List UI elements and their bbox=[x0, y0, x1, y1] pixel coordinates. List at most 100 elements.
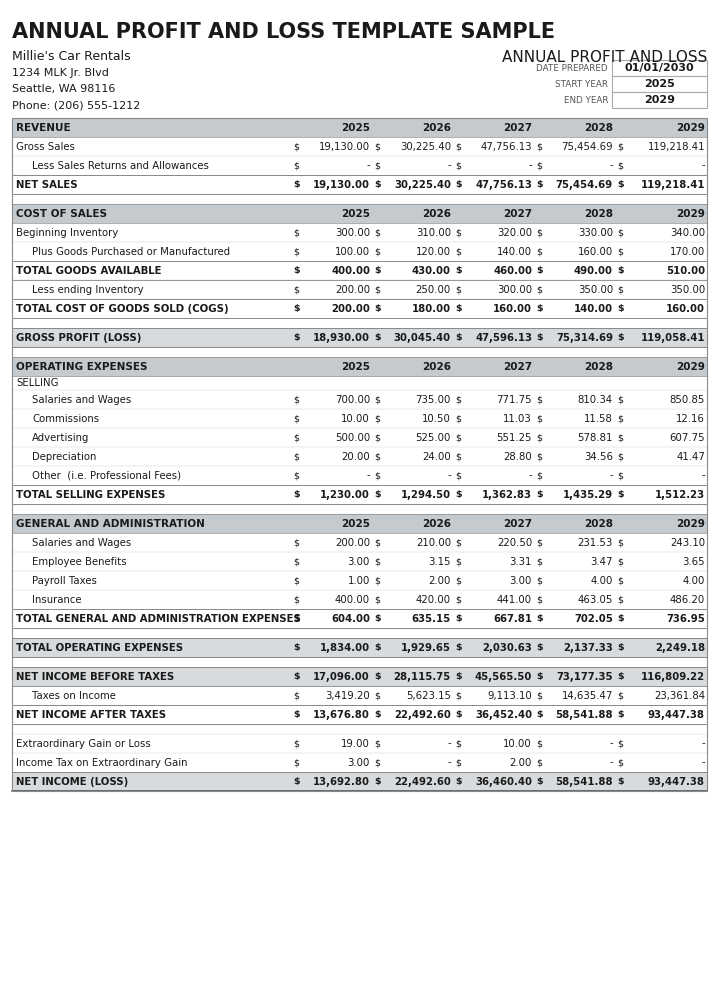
Text: 160.00: 160.00 bbox=[666, 304, 705, 314]
Text: 36,452.40: 36,452.40 bbox=[475, 710, 532, 720]
Text: Payroll Taxes: Payroll Taxes bbox=[32, 576, 97, 586]
Text: $: $ bbox=[455, 304, 462, 313]
Text: $: $ bbox=[617, 333, 624, 342]
Text: 667.81: 667.81 bbox=[493, 613, 532, 623]
Text: $: $ bbox=[536, 490, 543, 499]
Bar bbox=[12, 204, 707, 223]
Text: $: $ bbox=[455, 247, 461, 256]
Text: $: $ bbox=[536, 614, 543, 623]
Text: 45,565.50: 45,565.50 bbox=[475, 671, 532, 681]
Text: $: $ bbox=[536, 414, 542, 423]
Text: $: $ bbox=[536, 180, 543, 189]
Text: 2028: 2028 bbox=[584, 362, 613, 372]
Text: 500.00: 500.00 bbox=[335, 432, 370, 442]
Text: -: - bbox=[366, 470, 370, 480]
Text: $: $ bbox=[455, 266, 462, 275]
Text: Depreciation: Depreciation bbox=[32, 451, 96, 461]
Text: $: $ bbox=[293, 739, 299, 748]
Text: 30,045.40: 30,045.40 bbox=[394, 333, 451, 343]
Text: 18,930.00: 18,930.00 bbox=[313, 333, 370, 343]
Text: 170.00: 170.00 bbox=[670, 246, 705, 256]
Bar bbox=[612, 92, 707, 108]
Text: 850.85: 850.85 bbox=[670, 395, 705, 404]
Text: Other  (i.e. Professional Fees): Other (i.e. Professional Fees) bbox=[32, 470, 181, 480]
Text: Taxes on Income: Taxes on Income bbox=[32, 690, 116, 700]
Text: $: $ bbox=[293, 777, 300, 786]
Text: $: $ bbox=[455, 595, 461, 604]
Text: 22,492.60: 22,492.60 bbox=[394, 710, 451, 720]
Text: $: $ bbox=[617, 304, 624, 313]
Text: $: $ bbox=[374, 471, 380, 480]
Text: -: - bbox=[447, 161, 451, 171]
Text: $: $ bbox=[374, 739, 380, 748]
Text: $: $ bbox=[293, 228, 299, 237]
Text: DATE PREPARED: DATE PREPARED bbox=[536, 63, 608, 72]
Text: -: - bbox=[701, 758, 705, 768]
Text: $: $ bbox=[293, 180, 300, 189]
Text: 93,447.38: 93,447.38 bbox=[648, 777, 705, 787]
Text: TOTAL GOODS AVAILABLE: TOTAL GOODS AVAILABLE bbox=[16, 265, 161, 275]
Text: 2026: 2026 bbox=[422, 519, 451, 529]
Text: 2026: 2026 bbox=[422, 208, 451, 218]
Text: $: $ bbox=[617, 595, 623, 604]
Text: $: $ bbox=[293, 304, 300, 313]
Text: 28.80: 28.80 bbox=[503, 451, 532, 461]
Text: $: $ bbox=[536, 433, 542, 442]
Text: Insurance: Insurance bbox=[32, 595, 82, 604]
Text: TOTAL SELLING EXPENSES: TOTAL SELLING EXPENSES bbox=[16, 489, 166, 499]
Bar bbox=[12, 772, 707, 791]
Text: -: - bbox=[609, 758, 613, 768]
Text: 490.00: 490.00 bbox=[574, 265, 613, 275]
Text: $: $ bbox=[536, 333, 543, 342]
Text: 2,030.63: 2,030.63 bbox=[483, 642, 532, 652]
Text: $: $ bbox=[536, 777, 543, 786]
Text: $: $ bbox=[617, 471, 623, 480]
Text: $: $ bbox=[617, 576, 623, 585]
Text: $: $ bbox=[374, 672, 381, 681]
Text: $: $ bbox=[293, 414, 299, 423]
Text: 73,177.35: 73,177.35 bbox=[556, 671, 613, 681]
Text: 36,460.40: 36,460.40 bbox=[475, 777, 532, 787]
Text: 10.00: 10.00 bbox=[341, 413, 370, 423]
Text: $: $ bbox=[374, 433, 380, 442]
Text: $: $ bbox=[455, 452, 461, 461]
Bar bbox=[612, 60, 707, 76]
Text: ANNUAL PROFIT AND LOSS TEMPLATE SAMPLE: ANNUAL PROFIT AND LOSS TEMPLATE SAMPLE bbox=[12, 22, 555, 42]
Text: $: $ bbox=[455, 576, 461, 585]
Text: 140.00: 140.00 bbox=[574, 304, 613, 314]
Text: $: $ bbox=[536, 691, 542, 700]
Text: $: $ bbox=[455, 739, 461, 748]
Text: 2025: 2025 bbox=[341, 208, 370, 218]
Text: 4.00: 4.00 bbox=[591, 576, 613, 586]
Text: $: $ bbox=[293, 266, 300, 275]
Text: $: $ bbox=[293, 710, 300, 719]
Text: $: $ bbox=[617, 452, 623, 461]
Text: $: $ bbox=[455, 614, 462, 623]
Text: $: $ bbox=[374, 691, 380, 700]
Text: 231.53: 231.53 bbox=[578, 538, 613, 548]
Text: -: - bbox=[447, 470, 451, 480]
Text: 58,541.88: 58,541.88 bbox=[556, 710, 613, 720]
Text: 10.00: 10.00 bbox=[503, 739, 532, 749]
Text: $: $ bbox=[374, 710, 381, 719]
Text: START YEAR: START YEAR bbox=[555, 79, 608, 88]
Text: $: $ bbox=[374, 490, 381, 499]
Text: Millie's Car Rentals: Millie's Car Rentals bbox=[12, 50, 130, 63]
Bar bbox=[12, 514, 707, 533]
Text: 510.00: 510.00 bbox=[666, 265, 705, 275]
Text: 551.25: 551.25 bbox=[496, 432, 532, 442]
Text: TOTAL OPERATING EXPENSES: TOTAL OPERATING EXPENSES bbox=[16, 642, 183, 652]
Text: $: $ bbox=[293, 142, 299, 151]
Text: $: $ bbox=[536, 643, 543, 652]
Text: $: $ bbox=[536, 758, 542, 767]
Bar bbox=[12, 118, 707, 137]
Text: NET INCOME (LOSS): NET INCOME (LOSS) bbox=[16, 777, 128, 787]
Text: 350.00: 350.00 bbox=[670, 284, 705, 294]
Text: $: $ bbox=[617, 739, 623, 748]
Text: $: $ bbox=[374, 333, 381, 342]
Text: 13,676.80: 13,676.80 bbox=[313, 710, 370, 720]
Text: 2,137.33: 2,137.33 bbox=[564, 642, 613, 652]
Text: 2.00: 2.00 bbox=[510, 758, 532, 768]
Text: $: $ bbox=[455, 691, 461, 700]
Text: NET INCOME AFTER TAXES: NET INCOME AFTER TAXES bbox=[16, 710, 166, 720]
